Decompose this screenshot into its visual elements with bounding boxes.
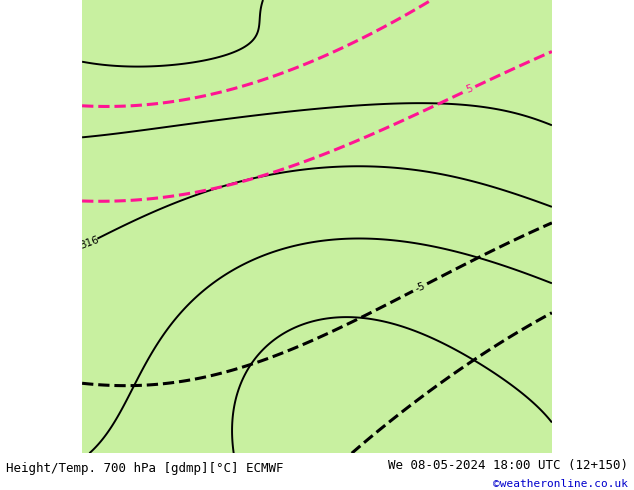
Text: 5: 5 [465,83,474,95]
Text: Height/Temp. 700 hPa [gdmp][°C] ECMWF: Height/Temp. 700 hPa [gdmp][°C] ECMWF [6,463,284,475]
Text: -5: -5 [413,281,427,294]
Text: 316: 316 [78,235,100,251]
Text: We 08-05-2024 18:00 UTC (12+150): We 08-05-2024 18:00 UTC (12+150) [387,459,628,472]
Text: ©weatheronline.co.uk: ©weatheronline.co.uk [493,479,628,489]
